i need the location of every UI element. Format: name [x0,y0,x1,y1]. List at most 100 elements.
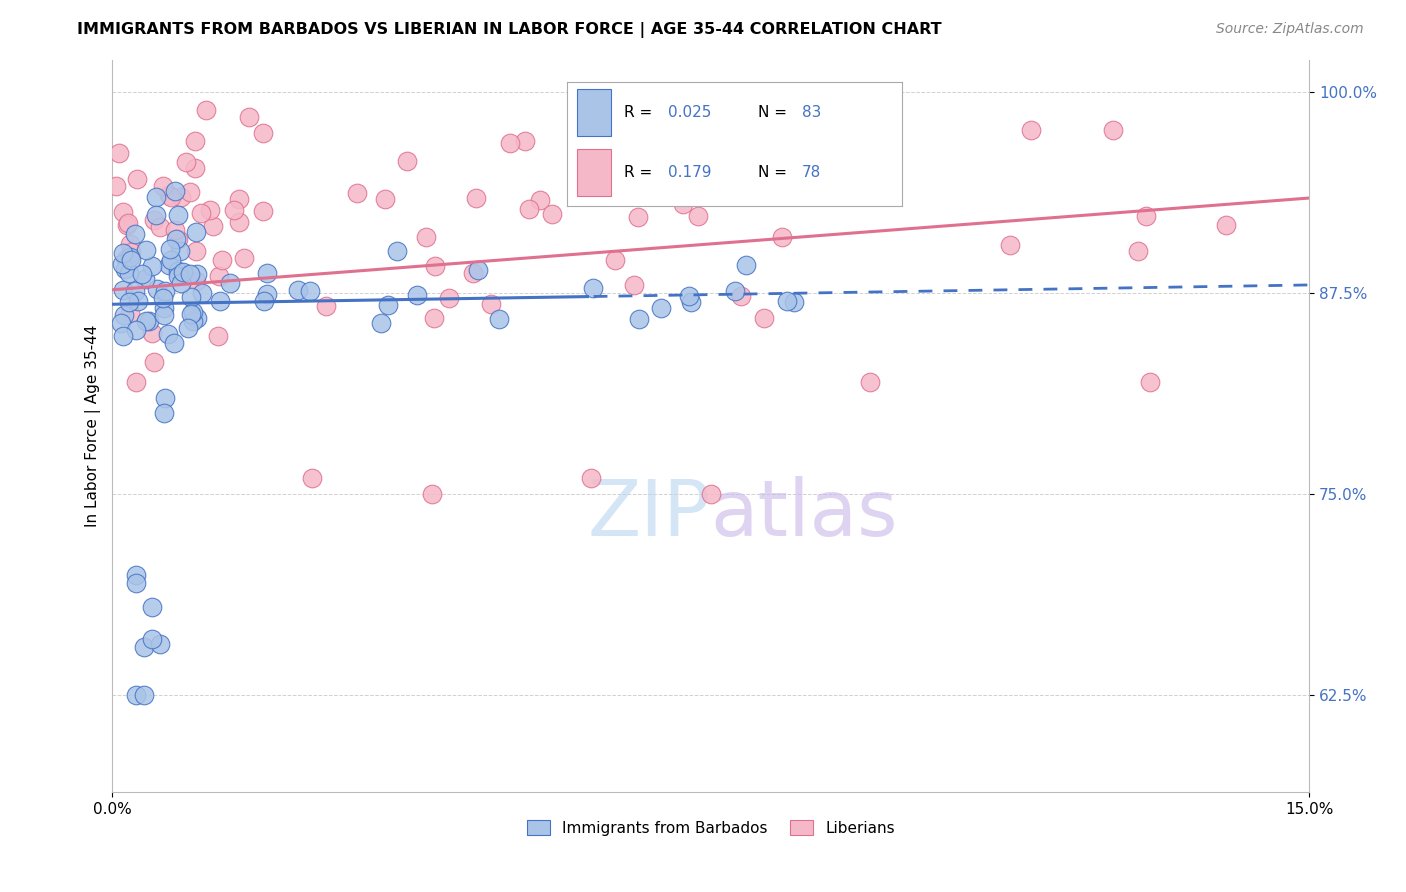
Point [127,172,149,186]
Point [770,230,793,244]
Point [222,202,245,217]
Point [112,246,135,260]
Point [730,289,752,303]
Point [709,148,731,162]
Point [377,298,399,312]
Point [579,471,602,485]
Point [177,320,200,334]
Point [183,313,205,327]
Point [166,264,188,278]
Point [529,193,551,207]
Point [184,275,207,289]
Point [513,135,536,149]
Point [167,207,190,221]
Point [315,299,337,313]
Point [160,252,183,267]
Point [115,218,138,232]
Point [859,375,882,389]
Point [734,259,756,273]
Point [672,197,695,211]
Point [287,283,309,297]
Point [120,305,142,319]
Point [152,406,174,420]
Point [1128,244,1150,258]
Point [370,316,392,330]
Point [145,208,167,222]
Point [186,268,208,282]
Point [135,243,157,257]
Point [131,267,153,281]
Point [111,283,134,297]
Point [650,301,672,316]
Point [104,179,127,194]
Point [110,257,132,271]
Point [125,375,148,389]
Point [114,261,136,276]
Y-axis label: In Labor Force | Age 35-44: In Labor Force | Age 35-44 [86,325,101,527]
Point [169,244,191,258]
Point [125,575,148,590]
Point [115,252,138,266]
Point [623,277,645,292]
Point [138,314,160,328]
Point [180,290,202,304]
Point [181,305,204,319]
Point [464,191,486,205]
Point [170,190,193,204]
Point [627,211,650,225]
Point [124,284,146,298]
Point [118,295,141,310]
Point [165,184,187,198]
Point [111,205,134,219]
Text: atlas: atlas [711,475,898,551]
Point [233,251,256,265]
Point [605,253,627,268]
Point [681,295,703,310]
Point [1019,123,1042,137]
Point [110,316,132,330]
Point [163,335,186,350]
Point [724,284,747,298]
Point [124,227,146,241]
Point [752,310,775,325]
Point [153,308,176,322]
Point [252,126,274,140]
Point [498,136,520,150]
Point [153,391,176,405]
Point [678,289,700,303]
Point [184,161,207,175]
Point [488,312,510,326]
Point [153,301,176,315]
Point [118,266,141,280]
Point [152,178,174,193]
Point [143,212,166,227]
Point [157,187,180,202]
Point [152,292,174,306]
Point [135,314,157,328]
Point [169,276,191,290]
Point [157,327,180,342]
Point [172,265,194,279]
Point [165,222,187,236]
Point [125,323,148,337]
Point [134,640,156,654]
Point [145,189,167,203]
Point [108,146,131,161]
Point [159,242,181,256]
Point [157,258,180,272]
Point [141,632,163,646]
Point [783,295,806,310]
Text: Source: ZipAtlas.com: Source: ZipAtlas.com [1216,22,1364,37]
Point [141,599,163,614]
Point [149,637,172,651]
Point [1101,123,1123,137]
Point [517,202,540,217]
Point [184,134,207,148]
Point [134,272,156,286]
Point [191,286,214,301]
Point [174,155,197,169]
Point [149,220,172,235]
Point [125,689,148,703]
Point [198,202,221,217]
Legend: Immigrants from Barbados, Liberians: Immigrants from Barbados, Liberians [527,820,896,836]
